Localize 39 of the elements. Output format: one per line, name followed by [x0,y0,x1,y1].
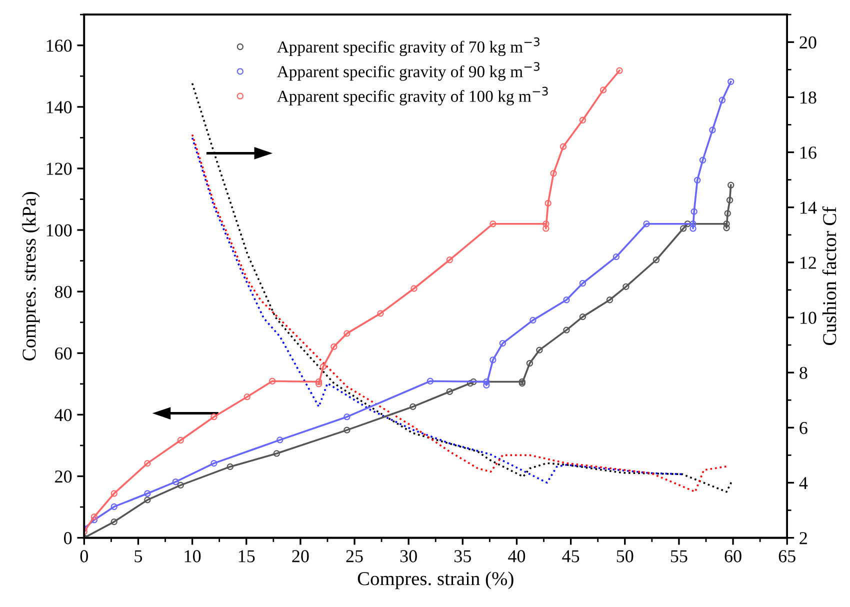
y2-tick-label: 4 [799,477,808,489]
x-tick-label: 50 [616,550,634,562]
y-tick-label: 80 [54,286,72,298]
x-axis-title: Compres. strain (%) [358,572,514,590]
y-tick-label: 160 [46,40,72,52]
y-tick-label: 140 [46,101,72,114]
y-tick-label: 120 [46,162,72,175]
x-tick-label: 40 [508,550,526,562]
legend-label: Apparent specific gravity of 90 kg m$^{−3}$ [277,62,540,81]
y2-tick-label: 12 [800,256,816,269]
x-tick-label: 45 [562,550,580,562]
y2-tick-label: 10 [800,312,816,324]
x-tick-label: 25 [346,550,363,562]
x-tick-label: 55 [670,550,688,562]
y2-tick-label: 2 [800,532,807,544]
legend-label: Apparent specific gravity of 100 kg m$^{−3}$ [277,86,548,106]
legend-label: Apparent specific gravity of 70 kg m$^{−3}$ [277,37,540,56]
y-axis-title: Compres. stress (kPa) [22,192,40,360]
y2-tick-label: 16 [800,146,816,159]
x-tick-label: 10 [184,550,201,562]
y2-tick-label: 14 [800,202,817,214]
x-tick-label: 20 [292,550,309,562]
y2-axis-title: Cushion factor Cf [822,206,836,346]
x-tick-label: 5 [134,550,142,562]
x-tick-label: 30 [400,550,417,562]
y-tick-label: 100 [46,224,72,236]
y2-tick-label: 18 [800,91,816,104]
x-tick-label: 35 [454,550,471,562]
y2-tick-label: 20 [800,36,816,49]
x-tick-label: 60 [724,550,742,562]
y-tick-label: 20 [55,470,72,483]
x-tick-label: 0 [80,550,88,562]
y-tick-label: 40 [54,408,72,422]
x-tick-label: 15 [238,550,255,562]
y-tick-label: 60 [55,347,72,360]
x-tick-label: 65 [778,550,796,562]
y2-tick-label: 8 [800,366,808,380]
y2-tick-label: 6 [800,422,808,434]
y-tick-label: 0 [64,532,72,544]
